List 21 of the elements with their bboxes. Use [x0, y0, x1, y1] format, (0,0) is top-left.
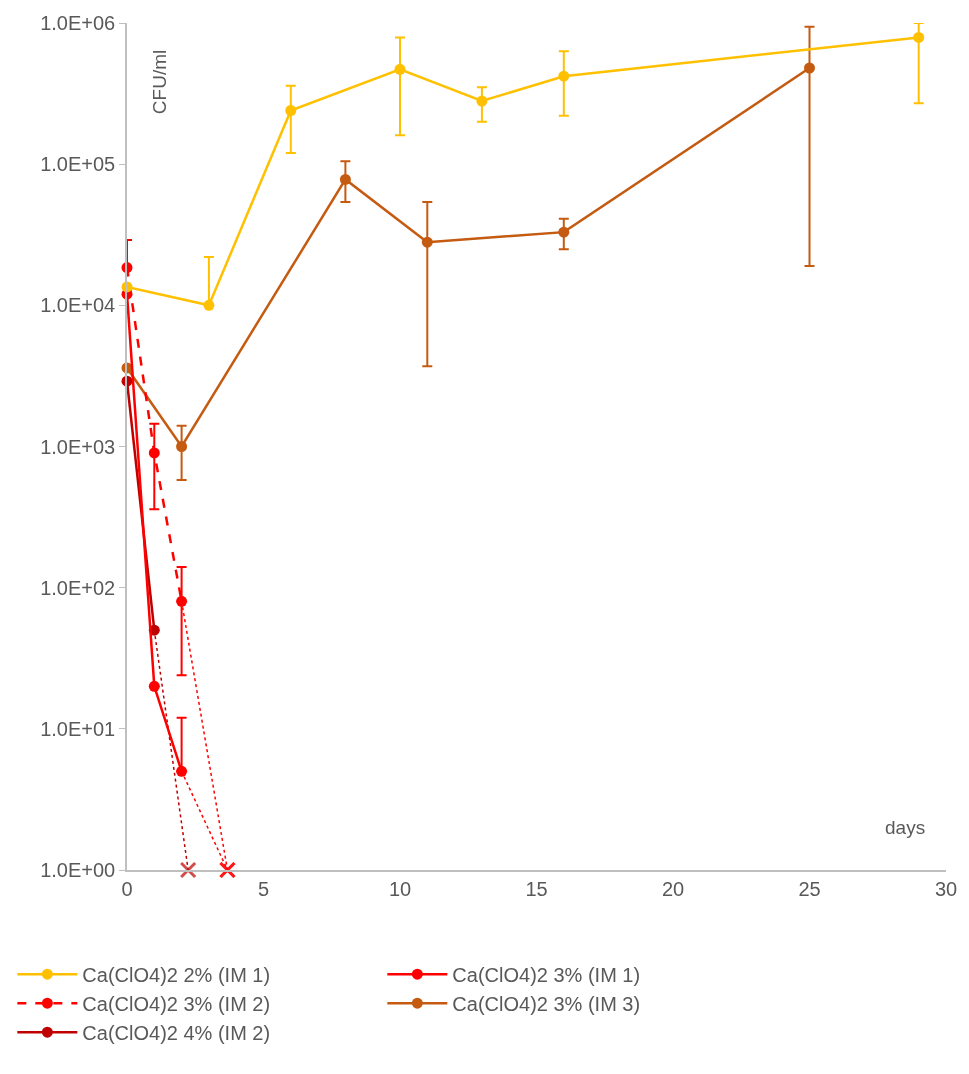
x-tick-label: 0: [121, 877, 133, 900]
legend-label: Ca(ClO4)2 3% (IM 2): [82, 993, 271, 1015]
y-tick-label: 1.0E+01: [40, 717, 116, 740]
x-tick-label: 30: [934, 877, 958, 900]
y-tick-label: 1.0E+03: [40, 435, 116, 458]
y-tick-label: 1.0E+06: [40, 12, 116, 34]
x-tick-label: 20: [661, 877, 685, 900]
x-tick-label: 10: [388, 877, 412, 900]
y-tick-label: 1.0E+04: [40, 294, 116, 317]
x-axis-title: days: [885, 817, 926, 838]
x-tick-label: 15: [525, 877, 548, 900]
x-tick-label: 25: [798, 877, 821, 900]
y-tick-label: 1.0E+00: [40, 859, 116, 881]
legend-label: Ca(ClO4)2 4% (IM 2): [82, 1022, 271, 1044]
y-axis-title: CFU/ml: [149, 49, 171, 115]
legend-label: Ca(ClO4)2 3% (IM 3): [452, 993, 641, 1015]
legend-label: Ca(ClO4)2 2% (IM 1): [82, 964, 271, 986]
y-tick-label: 1.0E+02: [40, 576, 116, 599]
legend-label: Ca(ClO4)2 3% (IM 1): [452, 964, 641, 986]
y-tick-label: 1.0E+05: [40, 153, 116, 176]
x-tick-label: 5: [257, 877, 270, 900]
